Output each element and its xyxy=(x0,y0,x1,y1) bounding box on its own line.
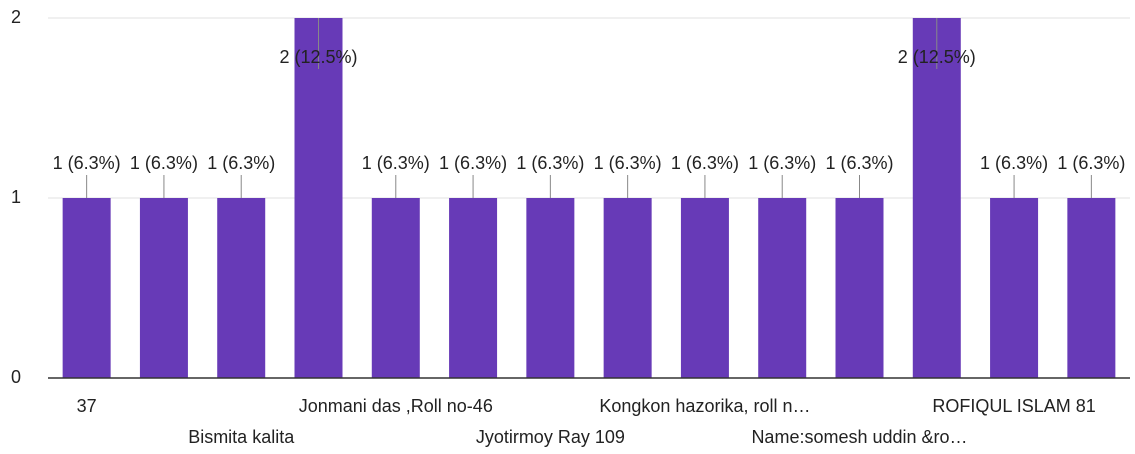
data-label: 1 (6.3%) xyxy=(130,153,198,173)
y-tick-label: 2 xyxy=(11,7,21,27)
bar xyxy=(680,198,729,378)
data-label: 1 (6.3%) xyxy=(1057,153,1125,173)
x-tick-label: Bismita kalita xyxy=(188,427,295,447)
bar xyxy=(139,198,188,378)
bar xyxy=(603,198,652,378)
bar xyxy=(449,198,498,378)
bar xyxy=(835,198,884,378)
data-label: 2 (12.5%) xyxy=(898,47,976,67)
x-tick-label: Kongkon hazorika, roll n… xyxy=(599,396,810,416)
data-label: 1 (6.3%) xyxy=(439,153,507,173)
x-tick-label: Jyotirmoy Ray 109 xyxy=(476,427,625,447)
data-label: 1 (6.3%) xyxy=(362,153,430,173)
x-tick-label: ROFIQUL ISLAM 81 xyxy=(932,396,1095,416)
bar xyxy=(1067,198,1116,378)
bar xyxy=(758,198,807,378)
data-label: 1 (6.3%) xyxy=(980,153,1048,173)
data-label: 2 (12.5%) xyxy=(279,47,357,67)
y-tick-label: 0 xyxy=(11,367,21,387)
bar xyxy=(912,18,961,378)
bar xyxy=(990,198,1039,378)
data-label: 1 (6.3%) xyxy=(671,153,739,173)
y-tick-label: 1 xyxy=(11,187,21,207)
data-label: 1 (6.3%) xyxy=(516,153,584,173)
bar xyxy=(294,18,343,378)
bar xyxy=(371,198,420,378)
x-tick-label: Name:somesh uddin &ro… xyxy=(751,427,967,447)
data-label: 1 (6.3%) xyxy=(748,153,816,173)
data-label: 1 (6.3%) xyxy=(825,153,893,173)
data-label: 1 (6.3%) xyxy=(594,153,662,173)
x-tick-label: Jonmani das ,Roll no-46 xyxy=(299,396,493,416)
data-label: 1 (6.3%) xyxy=(207,153,275,173)
bar xyxy=(217,198,266,378)
x-tick-label: 37 xyxy=(77,396,97,416)
bar xyxy=(526,198,575,378)
bar xyxy=(62,198,111,378)
data-label: 1 (6.3%) xyxy=(53,153,121,173)
